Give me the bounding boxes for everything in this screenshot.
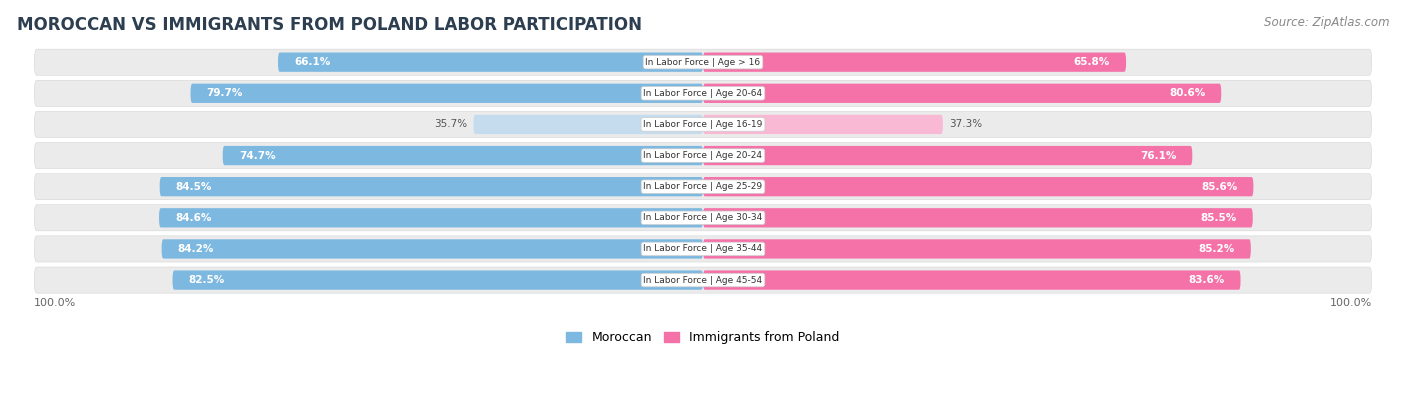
Text: Source: ZipAtlas.com: Source: ZipAtlas.com — [1264, 16, 1389, 29]
Text: In Labor Force | Age 45-54: In Labor Force | Age 45-54 — [644, 276, 762, 284]
Text: 79.7%: 79.7% — [207, 88, 243, 98]
Text: 35.7%: 35.7% — [434, 119, 467, 130]
FancyBboxPatch shape — [34, 267, 1372, 293]
Text: 82.5%: 82.5% — [188, 275, 225, 285]
FancyBboxPatch shape — [34, 205, 1372, 231]
Text: 100.0%: 100.0% — [1330, 298, 1372, 308]
FancyBboxPatch shape — [191, 84, 703, 103]
FancyBboxPatch shape — [703, 146, 1192, 165]
Text: 85.6%: 85.6% — [1201, 182, 1237, 192]
Text: 100.0%: 100.0% — [34, 298, 76, 308]
FancyBboxPatch shape — [703, 271, 1240, 290]
FancyBboxPatch shape — [222, 146, 703, 165]
Text: In Labor Force | Age 20-64: In Labor Force | Age 20-64 — [644, 89, 762, 98]
Text: 65.8%: 65.8% — [1074, 57, 1109, 67]
Text: 85.2%: 85.2% — [1198, 244, 1234, 254]
Text: 83.6%: 83.6% — [1188, 275, 1225, 285]
Text: 80.6%: 80.6% — [1168, 88, 1205, 98]
Text: In Labor Force | Age 16-19: In Labor Force | Age 16-19 — [644, 120, 762, 129]
Text: 37.3%: 37.3% — [949, 119, 983, 130]
FancyBboxPatch shape — [703, 53, 1126, 72]
FancyBboxPatch shape — [162, 239, 703, 259]
Text: MOROCCAN VS IMMIGRANTS FROM POLAND LABOR PARTICIPATION: MOROCCAN VS IMMIGRANTS FROM POLAND LABOR… — [17, 16, 643, 34]
FancyBboxPatch shape — [34, 80, 1372, 106]
FancyBboxPatch shape — [173, 271, 703, 290]
Text: 74.7%: 74.7% — [239, 150, 276, 160]
FancyBboxPatch shape — [703, 84, 1222, 103]
FancyBboxPatch shape — [703, 115, 943, 134]
Text: 76.1%: 76.1% — [1140, 150, 1177, 160]
FancyBboxPatch shape — [703, 177, 1253, 196]
FancyBboxPatch shape — [34, 143, 1372, 169]
Legend: Moroccan, Immigrants from Poland: Moroccan, Immigrants from Poland — [567, 331, 839, 344]
FancyBboxPatch shape — [278, 53, 703, 72]
Text: In Labor Force | Age 35-44: In Labor Force | Age 35-44 — [644, 245, 762, 254]
FancyBboxPatch shape — [160, 177, 703, 196]
FancyBboxPatch shape — [34, 111, 1372, 137]
FancyBboxPatch shape — [703, 208, 1253, 228]
FancyBboxPatch shape — [34, 49, 1372, 75]
FancyBboxPatch shape — [34, 174, 1372, 200]
Text: In Labor Force | Age 25-29: In Labor Force | Age 25-29 — [644, 182, 762, 191]
Text: In Labor Force | Age 20-24: In Labor Force | Age 20-24 — [644, 151, 762, 160]
FancyBboxPatch shape — [474, 115, 703, 134]
Text: 84.5%: 84.5% — [176, 182, 212, 192]
Text: 85.5%: 85.5% — [1201, 213, 1237, 223]
Text: In Labor Force | Age 30-34: In Labor Force | Age 30-34 — [644, 213, 762, 222]
Text: 84.2%: 84.2% — [177, 244, 214, 254]
FancyBboxPatch shape — [34, 236, 1372, 262]
Text: 84.6%: 84.6% — [176, 213, 211, 223]
Text: In Labor Force | Age > 16: In Labor Force | Age > 16 — [645, 58, 761, 67]
FancyBboxPatch shape — [159, 208, 703, 228]
Text: 66.1%: 66.1% — [294, 57, 330, 67]
FancyBboxPatch shape — [703, 239, 1251, 259]
